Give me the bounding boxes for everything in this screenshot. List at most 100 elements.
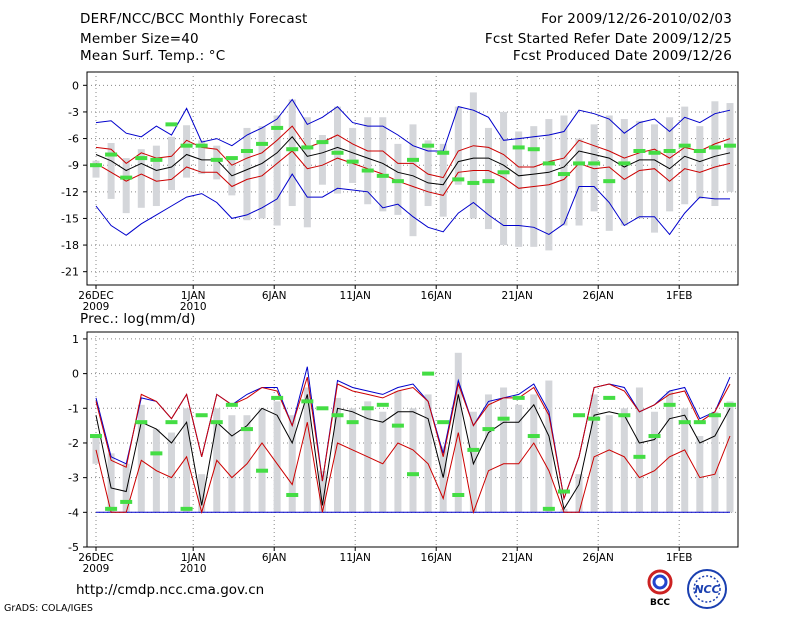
panel2-range-bar xyxy=(439,446,447,513)
panel1-obs-marker xyxy=(618,161,631,166)
panel1-obs-marker xyxy=(497,170,510,175)
panel1-obs-marker xyxy=(573,161,586,166)
panel1-max-line xyxy=(95,98,731,152)
panel2-range-bar xyxy=(484,394,492,513)
panel2-obs-marker xyxy=(256,468,269,473)
panel1-range-bar xyxy=(666,117,674,212)
panel2-frame xyxy=(86,331,739,548)
panel1-obs-marker xyxy=(648,150,661,155)
panel1-range-bar xyxy=(696,126,704,199)
panel1-range-bar xyxy=(454,106,462,185)
panel1-range-bar xyxy=(349,127,357,183)
panel1-obs-marker xyxy=(301,145,314,150)
panel1-obs-marker xyxy=(693,148,706,153)
panel1-obs-marker xyxy=(135,156,148,161)
panel1-obs-marker xyxy=(165,122,178,127)
panel2-xtick-label: 11JAN xyxy=(340,552,371,564)
panel1-range-bar xyxy=(515,131,523,247)
panel1-obs-marker xyxy=(346,159,359,164)
panel2-range-bar xyxy=(424,394,432,513)
panel2-obs-marker xyxy=(286,492,299,497)
panel1-range-bar xyxy=(258,126,266,219)
panel2-obs-marker xyxy=(422,371,435,376)
panel1-obs-marker xyxy=(240,148,253,153)
panel1-range-bar xyxy=(273,115,281,226)
panel1-range-bar xyxy=(152,145,160,207)
panel2-obs-marker xyxy=(391,423,404,428)
panel2-range-bar xyxy=(500,387,508,513)
panel1-obs-marker xyxy=(422,143,435,148)
panel2-obs-marker xyxy=(557,489,570,494)
panel2-range-bar xyxy=(409,408,417,513)
panel2-obs-marker xyxy=(316,406,329,411)
panel2-obs-marker xyxy=(195,413,208,418)
panel1-obs-marker xyxy=(376,173,389,178)
panel1-obs-marker xyxy=(633,148,646,153)
panel2-obs-marker xyxy=(573,413,586,418)
panel2-obs-marker xyxy=(618,413,631,418)
panel1-xtick-label: 11JAN xyxy=(340,290,371,302)
panel2-xtick-label: 26JAN xyxy=(583,552,614,564)
panel2-range-bar xyxy=(273,401,281,513)
panel2-range-bar xyxy=(137,404,145,513)
panel2-obs-marker xyxy=(271,395,284,400)
panel1-obs-marker xyxy=(557,172,570,177)
panel2-range-bar xyxy=(303,387,311,513)
panel1-ytick-label: -15 xyxy=(61,212,79,225)
panel1-obs-marker xyxy=(437,150,450,155)
panel2-ytick-label: -3 xyxy=(68,472,79,485)
panel2-obs-marker xyxy=(165,420,178,425)
panel2-obs-marker xyxy=(210,420,223,425)
panel2-obs-marker xyxy=(105,506,118,511)
panel1-obs-marker xyxy=(663,148,676,153)
panel1-obs-marker xyxy=(527,147,540,152)
panel1-range-bar xyxy=(409,124,417,237)
panel2-range-bar xyxy=(107,453,115,513)
panel2-obs-marker xyxy=(663,402,676,407)
panel2-xtick-label: 1JAN xyxy=(181,552,206,564)
panel2-range-bar xyxy=(288,415,296,513)
footer-url[interactable]: http://cmdp.ncc.cma.gov.cn xyxy=(76,582,265,598)
panel1-obs-marker xyxy=(225,156,238,161)
panel2-range-bar xyxy=(635,387,643,513)
panel2-range-bar xyxy=(605,415,613,513)
panel1-range-bar xyxy=(590,124,598,212)
panel2-obs-marker xyxy=(225,402,238,407)
panel1-obs-marker xyxy=(467,180,480,185)
panel1-obs-marker xyxy=(105,152,118,157)
panel2-obs-marker xyxy=(376,402,389,407)
panel1-obs-marker xyxy=(331,150,344,155)
panel2-range-bar xyxy=(167,432,175,513)
panel1-min-line xyxy=(95,173,730,236)
panel2-range-bar xyxy=(198,474,206,513)
panel2-obs-marker xyxy=(693,420,706,425)
panel2-obs-marker xyxy=(437,420,450,425)
panel1-range-bar xyxy=(303,117,311,228)
panel2-range-bar xyxy=(726,401,734,513)
panel2-obs-marker xyxy=(346,420,359,425)
panel1-range-bar xyxy=(575,138,583,226)
panel1-obs-marker xyxy=(482,179,495,184)
panel2-range-bar xyxy=(560,508,568,513)
panel1-range-bar xyxy=(198,140,206,175)
panel2-range-bar xyxy=(681,408,689,513)
panel2-range-bar xyxy=(183,408,191,513)
panel2-xtick-label: 21JAN xyxy=(502,552,533,564)
panel1-range-bar xyxy=(243,127,251,221)
panel1-xtick-label: 26DEC xyxy=(78,290,113,302)
panel1-range-bar xyxy=(620,119,628,226)
panel1-range-bar xyxy=(605,115,613,231)
panel1-range-bar xyxy=(213,145,221,180)
panel2-range-bar xyxy=(666,390,674,513)
panel1-range-bar xyxy=(137,149,145,208)
panel1-obs-marker xyxy=(452,177,465,182)
start-date: Fcst Started Refer Date 2009/12/25 xyxy=(484,31,732,47)
panel1-range-bar xyxy=(183,125,191,178)
panel1-range-bar xyxy=(469,92,477,219)
panel2-std-upper-line xyxy=(95,376,731,501)
panel2-obs-marker xyxy=(603,395,616,400)
panel1-xtick-label: 1FEB xyxy=(666,290,693,302)
panel1-ytick-label: -21 xyxy=(61,266,79,279)
panel1-std-lower-line xyxy=(95,150,731,196)
panel2-obs-marker xyxy=(407,472,419,477)
